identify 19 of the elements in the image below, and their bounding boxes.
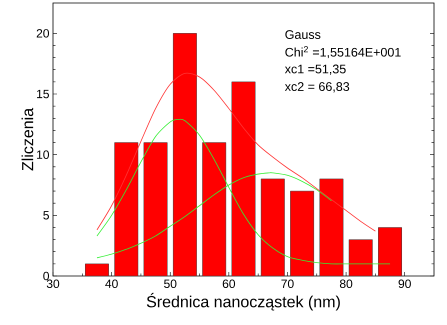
annotation: Chi$^{2}$ =1,55164E+001 <box>285 46 401 58</box>
annotation: xc2 = 66,83 <box>284 82 350 92</box>
x-tick-label: 80 <box>340 280 352 288</box>
y-tick-label: 0 <box>43 272 50 280</box>
x-axis-title: Średnica nanocząstek (nm) <box>146 292 340 311</box>
annotation: Gauss <box>285 30 320 39</box>
x-tick-label: 50 <box>164 280 176 288</box>
y-tick-label: 10 <box>37 150 50 159</box>
y-axis-title: Zliczenia <box>22 108 34 171</box>
x-tick-label: 70 <box>281 280 294 288</box>
y-tick-label: 15 <box>37 90 49 98</box>
annotation: xc1 =51,35 <box>284 64 346 75</box>
y-tick-label: 5 <box>43 211 49 220</box>
y-tick-label: 20 <box>36 29 50 38</box>
line-series <box>96 118 390 264</box>
x-tick-label: 30 <box>46 280 60 288</box>
x-tick-label: 60 <box>222 280 236 288</box>
x-tick-label: 90 <box>398 280 411 288</box>
x-tick-label: 40 <box>105 280 118 288</box>
